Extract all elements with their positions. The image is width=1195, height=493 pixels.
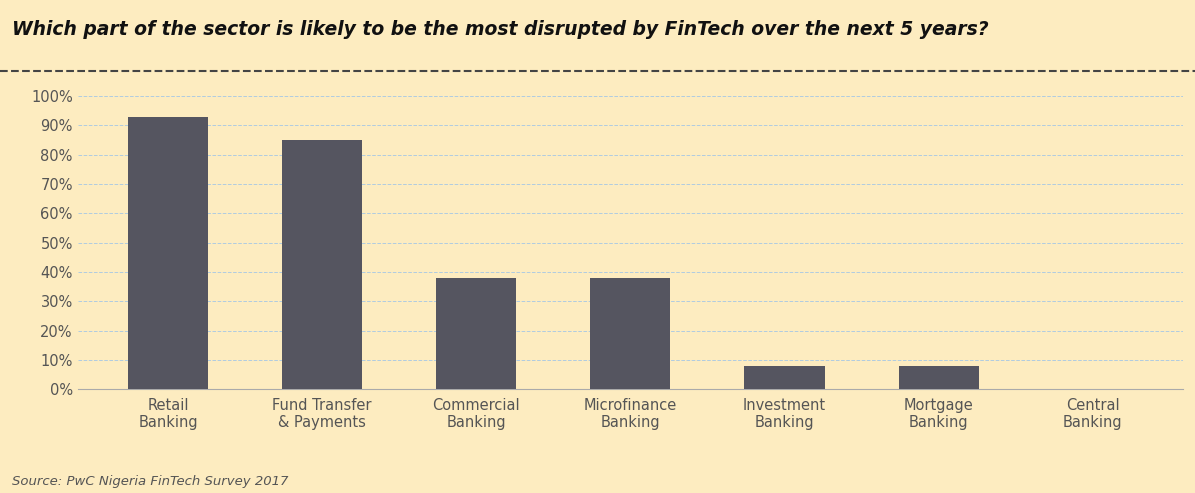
Bar [128,116,208,389]
Bar [590,278,670,389]
Bar [436,278,516,389]
Bar [744,366,825,389]
Bar [899,366,979,389]
Bar [282,140,362,389]
Text: Source: PwC Nigeria FinTech Survey 2017: Source: PwC Nigeria FinTech Survey 2017 [12,475,288,488]
Text: Which part of the sector is likely to be the most disrupted by FinTech over the : Which part of the sector is likely to be… [12,20,988,39]
